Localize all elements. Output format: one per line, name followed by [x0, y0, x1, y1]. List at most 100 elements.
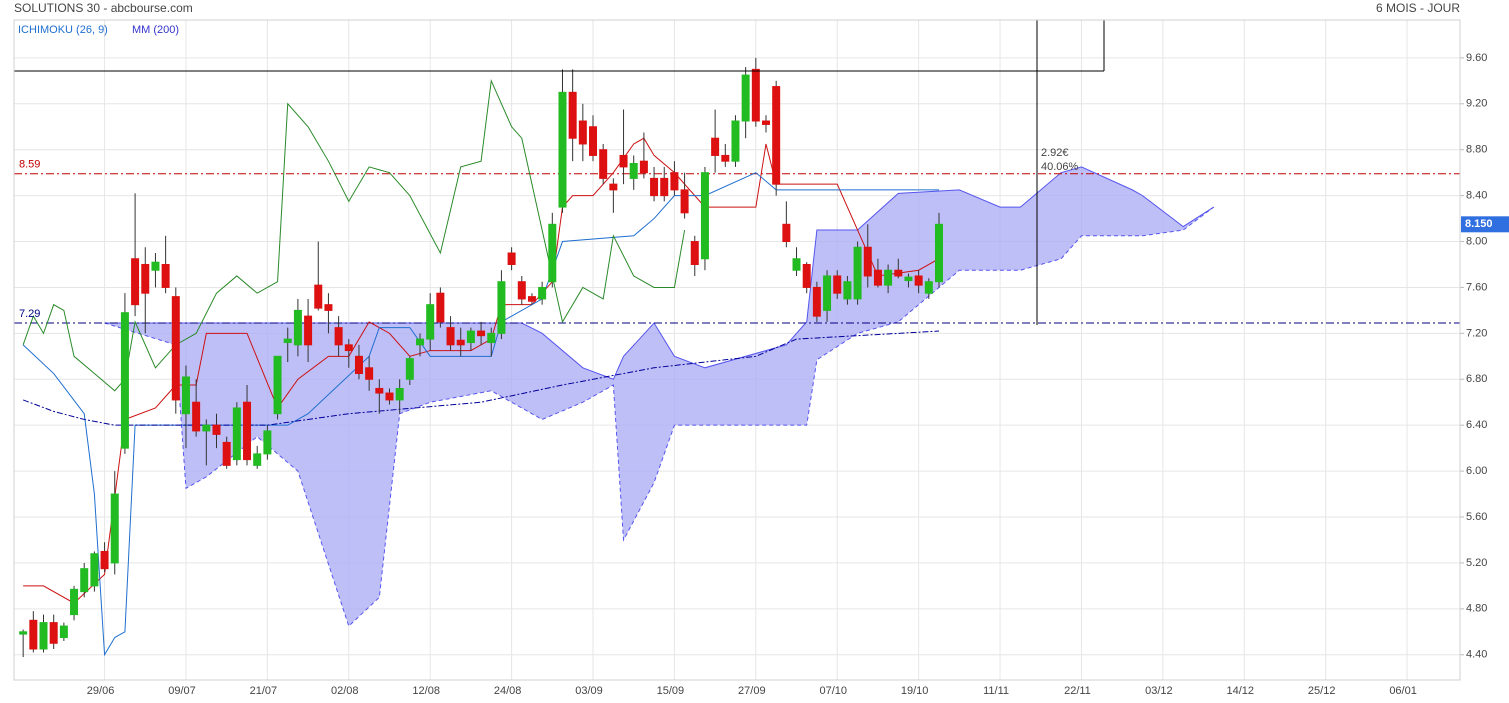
candle-body: [100, 550, 109, 570]
candle-body: [39, 622, 48, 650]
candle-body: [894, 269, 903, 277]
period: 6 MOIS - JOUR: [1376, 1, 1460, 15]
y-tick-label: 8.00: [1466, 235, 1487, 247]
candle-body: [324, 304, 333, 311]
candle-body: [141, 263, 150, 294]
candle-body: [527, 296, 536, 302]
candle-body: [456, 339, 465, 346]
x-tick-label: 09/07: [168, 685, 196, 697]
candle-body: [782, 223, 791, 243]
candle-body: [202, 424, 211, 432]
candle-body: [792, 258, 801, 271]
indicator-line: [22, 78, 686, 392]
candle-body: [762, 120, 771, 125]
candle-body: [700, 172, 709, 260]
y-tick-label: 4.40: [1466, 649, 1487, 661]
indicator-line: [22, 330, 940, 426]
candle-body: [589, 126, 598, 156]
candle-body: [721, 154, 730, 162]
last-price-label: 8.150: [1465, 218, 1493, 230]
candle-body: [609, 183, 618, 191]
measure-change: 2.92€: [1041, 147, 1069, 159]
candle-body: [283, 338, 292, 344]
candle-body: [812, 286, 821, 317]
y-tick-label: 9.60: [1466, 52, 1487, 64]
candle-body: [171, 296, 180, 401]
candle-body: [344, 344, 353, 352]
candle-body: [507, 252, 516, 265]
x-tick-label: 02/08: [331, 685, 359, 697]
overlay: 2.92€ 40.06%: [14, 20, 1105, 325]
candle-body: [49, 622, 58, 644]
candle-body: [690, 241, 699, 265]
candle-body: [405, 358, 414, 380]
candle-body: [436, 292, 445, 323]
candle-body: [619, 154, 628, 168]
candle-body: [853, 246, 862, 300]
x-tick-label: 14/12: [1227, 685, 1255, 697]
candle-body: [273, 355, 282, 415]
y-tick-label: 7.20: [1466, 327, 1487, 339]
x-tick-label: 12/08: [412, 685, 440, 697]
candle-body: [639, 160, 648, 174]
measure-percent: 40.06%: [1041, 161, 1079, 173]
y-tick-label: 8.80: [1466, 144, 1487, 156]
candle-body: [477, 330, 486, 337]
x-tick-label: 21/07: [250, 685, 278, 697]
candle-body: [802, 263, 811, 288]
candle-body: [660, 177, 669, 197]
plot-frame: [13, 19, 1461, 681]
candle-body: [365, 367, 374, 380]
candle-body: [934, 223, 943, 283]
candle-body: [741, 74, 750, 122]
candle-body: [823, 275, 832, 311]
y-tick-label: 6.80: [1466, 373, 1487, 385]
candle-body: [670, 172, 679, 191]
candle-body: [243, 401, 252, 461]
chart-title: SOLUTIONS 30 - abcbourse.com: [14, 1, 193, 15]
candle-body: [304, 315, 313, 346]
candle-body: [19, 631, 28, 635]
candle-body: [222, 441, 231, 466]
candle-body: [772, 86, 781, 185]
candle-body: [517, 281, 526, 300]
candle-body: [873, 269, 882, 286]
candle-body: [192, 401, 201, 432]
candle-body: [375, 387, 384, 394]
last-price-tag: [1461, 216, 1509, 233]
candle-body: [731, 120, 740, 162]
reference-label: 8.59: [19, 159, 40, 171]
y-tick-label: 8.40: [1466, 190, 1487, 202]
candle-body: [680, 189, 689, 214]
legend-ichimoku: ICHIMOKU (26, 9): [18, 24, 108, 36]
candle-body: [426, 304, 435, 340]
candle-body: [354, 355, 363, 375]
candle-body: [863, 246, 872, 277]
candle-body: [487, 332, 496, 344]
candle-body: [599, 149, 608, 179]
x-tick-label: 07/10: [819, 685, 847, 697]
candle-body: [833, 275, 842, 294]
x-tick-label: 15/09: [657, 685, 685, 697]
legend-ma: MM (200): [132, 24, 179, 36]
y-tick-label: 5.60: [1466, 511, 1487, 523]
candle-body: [904, 276, 913, 282]
candle-body: [578, 120, 587, 145]
candle-body: [232, 407, 241, 461]
x-tick-label: 03/09: [575, 685, 603, 697]
x-tick-label: 03/12: [1145, 685, 1173, 697]
candle-body: [558, 91, 567, 208]
reference-label: 7.29: [19, 308, 40, 320]
cloud-bottom: [104, 206, 1215, 627]
candle-body: [711, 137, 720, 156]
candle-body: [395, 387, 404, 401]
candle-body: [253, 453, 262, 466]
candle-body: [131, 258, 140, 306]
y-tick-label: 9.20: [1466, 98, 1487, 110]
candle-body: [80, 568, 89, 593]
x-tick-label: 29/06: [87, 685, 115, 697]
x-tick-label: 24/08: [494, 685, 522, 697]
y-tick-label: 6.00: [1466, 465, 1487, 477]
candle-body: [314, 284, 323, 309]
